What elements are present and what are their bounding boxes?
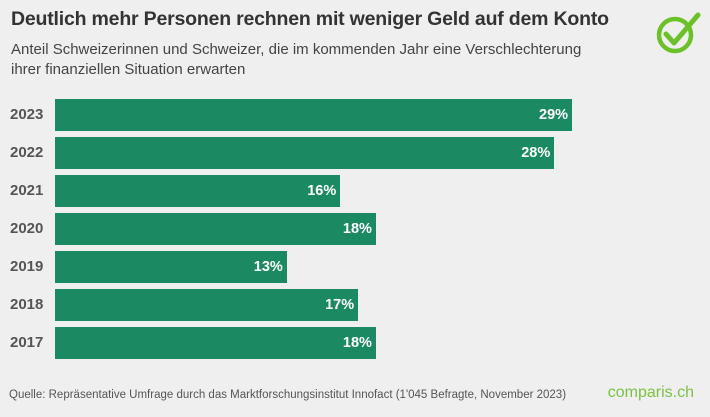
chart-title: Deutlich mehr Personen rechnen mit wenig… bbox=[11, 8, 609, 30]
data-label-2021: 16% bbox=[307, 183, 337, 199]
bar-2020: 18% bbox=[55, 213, 376, 245]
tick-label-2021: 2021 bbox=[10, 182, 44, 199]
bar-2021: 16% bbox=[55, 175, 341, 207]
data-label-2019: 13% bbox=[253, 259, 283, 275]
tick-label-2019: 2019 bbox=[10, 258, 44, 275]
data-label-2017: 18% bbox=[342, 335, 372, 351]
bar-2019: 13% bbox=[55, 251, 287, 283]
check-circle-icon bbox=[656, 12, 701, 54]
tick-label-2017: 2017 bbox=[10, 334, 44, 351]
brand-logo: comparis.ch bbox=[607, 384, 694, 401]
bar-2023: 29% bbox=[55, 99, 573, 131]
data-label-2022: 28% bbox=[521, 145, 551, 161]
bar-2018: 17% bbox=[55, 289, 359, 321]
bar-2022: 28% bbox=[55, 137, 555, 169]
chart-subtitle: Anteil Schweizerinnen und Schweizer, die… bbox=[11, 41, 582, 78]
tick-label-2020: 2020 bbox=[10, 220, 44, 237]
data-label-2020: 18% bbox=[342, 221, 372, 237]
data-label-2023: 29% bbox=[539, 107, 569, 123]
bar-2017: 18% bbox=[55, 327, 376, 359]
data-label-2018: 17% bbox=[325, 297, 355, 313]
source-note: Quelle: Repräsentative Umfrage durch das… bbox=[9, 389, 567, 401]
tick-label-2023: 2023 bbox=[10, 106, 44, 123]
tick-label-2022: 2022 bbox=[10, 144, 44, 161]
tick-label-2018: 2018 bbox=[10, 296, 44, 313]
